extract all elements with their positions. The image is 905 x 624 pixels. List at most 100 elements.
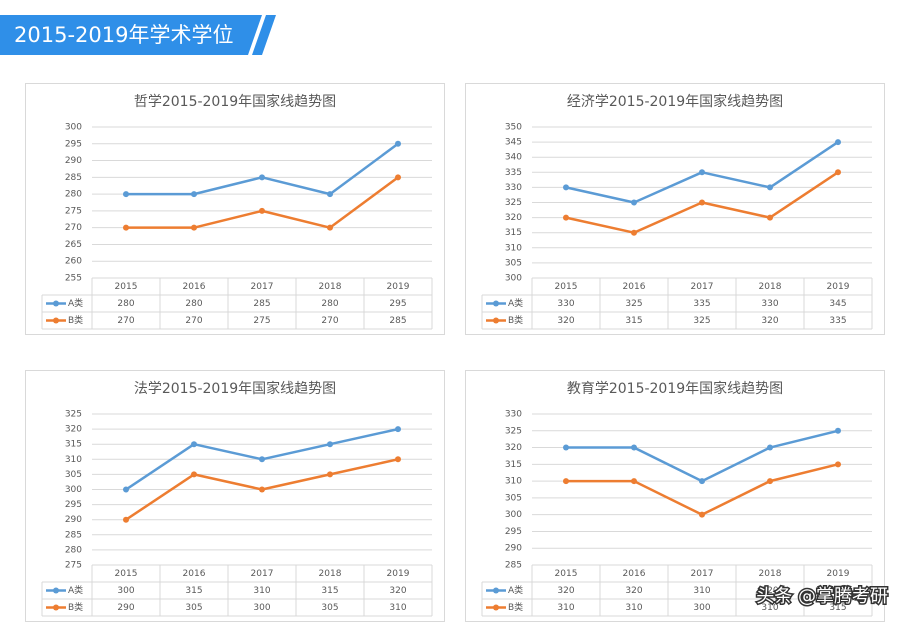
legend-label: A类 [68, 584, 83, 596]
y-tick-label: 310 [65, 455, 82, 465]
y-tick-label: 300 [505, 274, 522, 284]
data-point [191, 224, 197, 231]
data-point [699, 169, 705, 176]
y-tick-label: 335 [505, 168, 522, 178]
legend-marker [493, 317, 499, 324]
panel-border [465, 370, 885, 622]
data-point [699, 199, 705, 206]
y-tick-label: 325 [65, 410, 82, 420]
table-value: 280 [321, 299, 338, 309]
header-banner [0, 15, 268, 55]
data-point [699, 478, 705, 485]
y-tick-label: 305 [505, 493, 522, 503]
x-tick-label: 2017 [691, 569, 714, 579]
data-point [767, 214, 773, 221]
y-tick-label: 330 [505, 183, 522, 193]
x-tick-label: 2019 [387, 282, 410, 292]
table-value: 270 [117, 316, 134, 326]
table-value: 310 [625, 603, 642, 613]
table-value: 320 [557, 586, 574, 596]
table-value: 310 [389, 603, 406, 613]
data-point [835, 427, 841, 434]
y-tick-label: 255 [65, 274, 82, 284]
table-value: 315 [321, 586, 338, 596]
y-tick-label: 315 [505, 228, 522, 238]
x-tick-label: 2019 [827, 569, 850, 579]
legend-label: B类 [508, 314, 523, 326]
y-tick-label: 285 [65, 173, 82, 183]
y-tick-label: 290 [65, 156, 82, 166]
table-value: 270 [185, 316, 202, 326]
table-value: 310 [693, 586, 710, 596]
y-tick-label: 320 [505, 443, 522, 453]
x-tick-label: 2016 [183, 569, 206, 579]
x-tick-label: 2017 [691, 282, 714, 292]
chart-panel: 哲学2015-2019年国家线趋势图 255 260 265 270 275 280 285 2… [25, 83, 445, 335]
header-stripe [252, 15, 276, 55]
y-tick-label: 340 [505, 153, 522, 163]
y-tick-label: 300 [65, 123, 82, 133]
table-value: 320 [761, 316, 778, 326]
table-value: 320 [557, 316, 574, 326]
data-point [123, 191, 129, 198]
panel-border [25, 83, 445, 335]
legend-marker [53, 587, 59, 594]
chart-title: 哲学2015-2019年国家线趋势图 [134, 93, 336, 110]
watermark: 头条 @掌腾考研 [756, 586, 888, 607]
data-point [123, 486, 129, 493]
data-point [699, 511, 705, 518]
data-point [563, 478, 569, 485]
table-value: 320 [389, 586, 406, 596]
x-tick-label: 2019 [387, 569, 410, 579]
data-point [767, 444, 773, 451]
table-value: 320 [761, 586, 778, 596]
y-tick-label: 345 [505, 138, 522, 148]
y-tick-label: 280 [65, 545, 82, 555]
data-point [563, 214, 569, 221]
data-point [191, 471, 197, 478]
y-tick-label: 290 [65, 515, 82, 525]
legend-marker [53, 300, 59, 307]
data-point [835, 169, 841, 176]
table-value: 310 [557, 603, 574, 613]
data-point [259, 207, 265, 214]
table-value: 315 [185, 586, 202, 596]
y-tick-label: 265 [65, 240, 82, 250]
y-tick-label: 315 [65, 440, 82, 450]
panel-border [465, 83, 885, 335]
legend-label: A类 [508, 584, 523, 596]
y-tick-label: 310 [505, 243, 522, 253]
table-value: 295 [389, 299, 406, 309]
y-tick-label: 315 [505, 460, 522, 470]
table-value: 315 [625, 316, 642, 326]
data-point [259, 174, 265, 181]
y-tick-label: 300 [505, 510, 522, 520]
y-tick-label: 285 [65, 530, 82, 540]
y-tick-label: 270 [65, 223, 82, 233]
table-value: 325 [829, 586, 846, 596]
y-tick-label: 295 [65, 500, 82, 510]
y-tick-label: 320 [505, 213, 522, 223]
y-tick-label: 305 [65, 470, 82, 480]
data-point [191, 191, 197, 198]
legend-marker [53, 317, 59, 324]
data-point [395, 456, 401, 463]
table-value: 285 [389, 316, 406, 326]
chart-title: 教育学2015-2019年国家线趋势图 [567, 380, 783, 397]
table-value: 290 [117, 603, 134, 613]
table-value: 275 [253, 316, 270, 326]
x-tick-label: 2018 [319, 282, 342, 292]
data-point [835, 139, 841, 146]
y-tick-label: 295 [505, 527, 522, 537]
data-point [327, 191, 333, 198]
data-point [631, 199, 637, 206]
x-tick-label: 2015 [115, 282, 138, 292]
table-value: 325 [693, 316, 710, 326]
y-tick-label: 325 [505, 426, 522, 436]
x-tick-label: 2015 [555, 282, 578, 292]
x-tick-label: 2015 [115, 569, 138, 579]
table-value: 335 [829, 316, 846, 326]
data-point [631, 444, 637, 451]
legend-marker [53, 604, 59, 611]
